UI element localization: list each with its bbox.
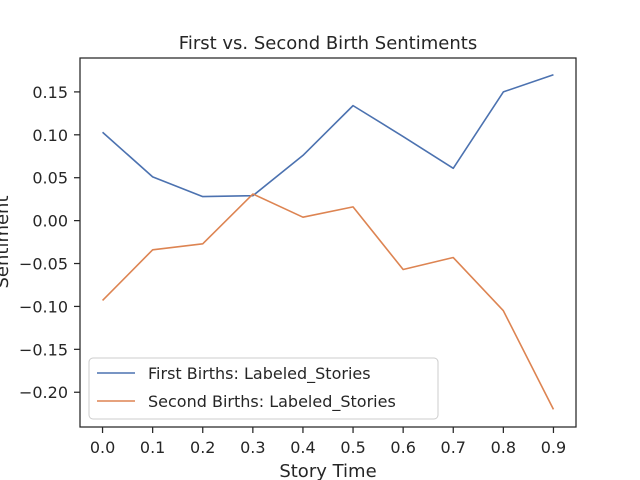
y-axis-ticks: 0.15 0.10 0.05 0.00 −0.05 −0.10 −0.15 −0.20 [19,83,80,402]
x-tick-label: 0.5 [340,438,365,457]
x-axis-label: Story Time [279,461,376,480]
y-tick-label: −0.20 [19,383,68,402]
legend-label-second-births: Second Births: Labeled_Stories [148,392,396,412]
legend-box [88,357,439,420]
plot-area-frame [79,57,577,428]
x-tick-label: 0.8 [491,438,516,457]
x-axis-ticks: 0.0 0.1 0.2 0.3 0.4 0.5 0.6 0.7 0.8 0.9 [90,427,566,457]
legend: First Births: Labeled_Stories Second Bir… [88,357,439,420]
x-tick-label: 0.9 [541,438,566,457]
y-tick-label: −0.05 [19,255,68,274]
x-tick-label: 0.2 [190,438,215,457]
lines-layer [101,73,555,410]
y-tick-label: 0.10 [32,126,68,145]
y-tick-label: −0.15 [19,340,68,359]
chart-title: First vs. Second Birth Sentiments [179,33,477,54]
y-tick-label: 0.00 [32,212,68,231]
x-tick-label: 0.3 [240,438,265,457]
x-tick-label: 0.6 [390,438,415,457]
x-tick-label: 0.1 [140,438,165,457]
y-tick-label: −0.10 [19,297,68,316]
y-axis-label: Sentiment [0,195,13,288]
y-tick-label: 0.15 [32,83,68,102]
x-tick-label: 0.4 [290,438,315,457]
series-line-first-births [102,73,554,198]
legend-label-first-births: First Births: Labeled_Stories [148,364,371,384]
x-tick-label: 0.0 [90,438,115,457]
y-tick-label: 0.05 [32,169,68,188]
series-line-second-births [101,193,555,410]
x-tick-label: 0.7 [441,438,466,457]
